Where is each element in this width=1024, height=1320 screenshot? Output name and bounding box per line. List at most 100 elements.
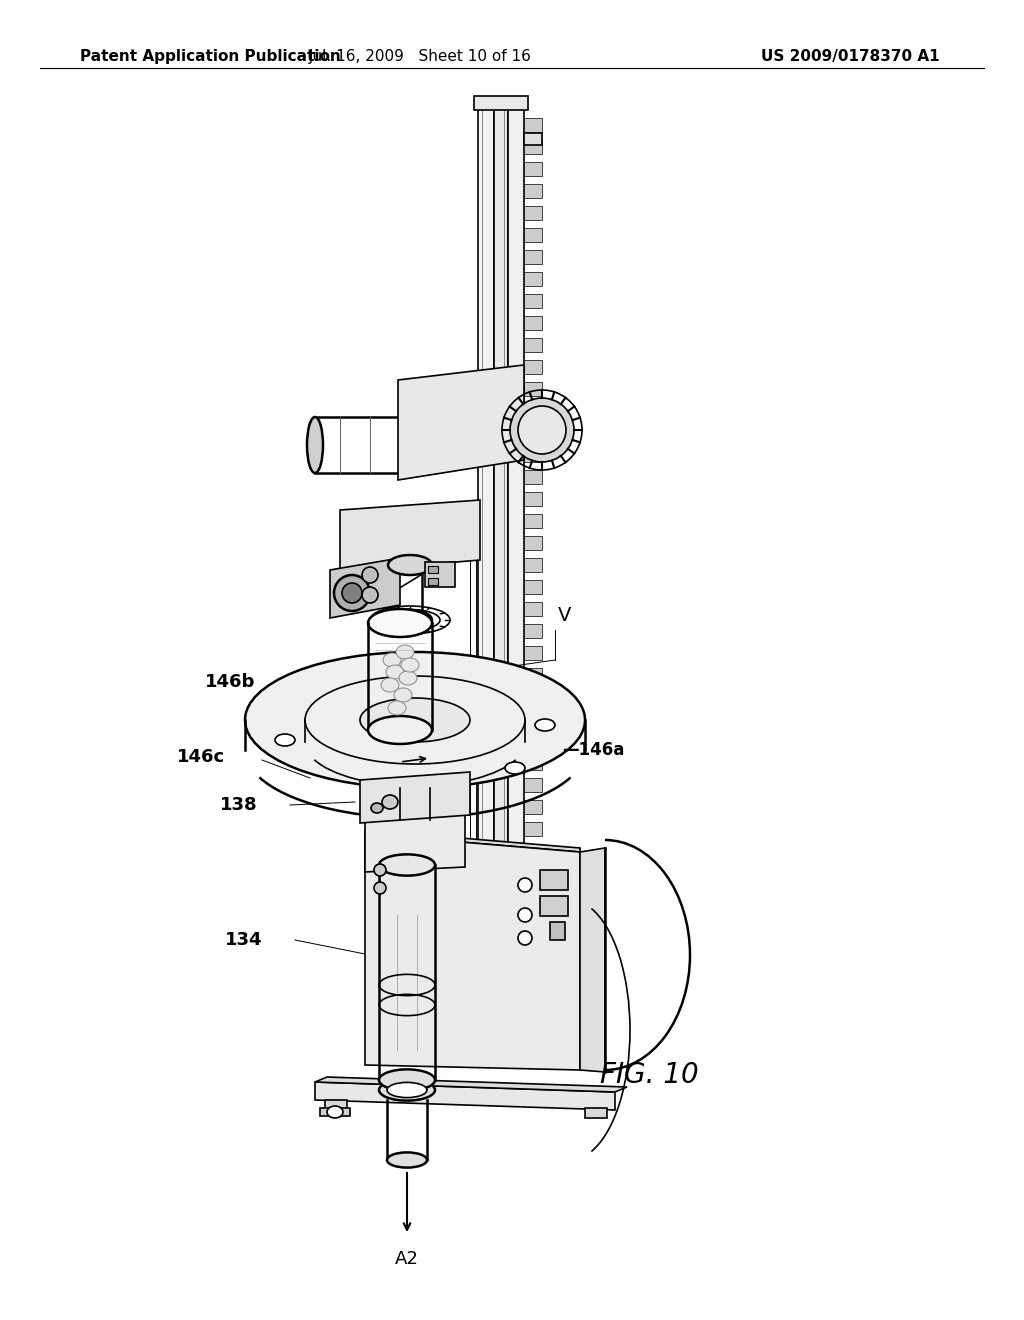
Ellipse shape [371,803,383,813]
Ellipse shape [374,865,386,876]
Ellipse shape [275,734,295,746]
Ellipse shape [382,795,398,809]
Ellipse shape [387,1152,427,1168]
Bar [524,777,542,792]
Text: 134: 134 [224,931,262,949]
Ellipse shape [394,688,412,702]
Bar [524,338,542,352]
Bar [524,228,542,242]
Bar [494,108,508,1010]
Bar [524,690,542,704]
Bar [524,800,542,814]
Ellipse shape [399,671,417,685]
Bar [524,249,542,264]
Polygon shape [330,558,400,618]
Ellipse shape [387,1082,427,1098]
Text: Jul. 16, 2009   Sheet 10 of 16: Jul. 16, 2009 Sheet 10 of 16 [308,49,531,63]
Bar [524,360,542,374]
Bar [524,447,542,462]
Polygon shape [365,830,580,851]
Ellipse shape [505,762,525,774]
Polygon shape [365,834,580,1071]
Bar [508,108,524,1010]
Polygon shape [315,1082,615,1110]
Polygon shape [365,807,465,873]
Ellipse shape [342,583,362,603]
Ellipse shape [388,610,432,630]
Bar [524,536,542,550]
Bar [524,843,542,858]
Polygon shape [340,500,480,572]
Bar [474,96,528,110]
Text: Patent Application Publication: Patent Application Publication [80,49,341,63]
Bar [524,909,542,924]
Text: 146c: 146c [177,748,225,766]
Bar [524,470,542,484]
Bar [524,602,542,616]
Text: —146a: —146a [562,741,625,759]
Polygon shape [413,381,478,458]
Bar [524,117,542,132]
Ellipse shape [368,715,432,744]
Bar [325,1100,347,1110]
Ellipse shape [374,882,386,894]
Bar [524,624,542,638]
Ellipse shape [245,652,585,788]
Bar [524,381,542,396]
Ellipse shape [379,1080,435,1101]
Ellipse shape [535,719,555,731]
Bar [428,566,438,573]
Bar [524,756,542,770]
Bar [524,272,542,286]
Bar [524,133,542,145]
Polygon shape [360,772,470,822]
Ellipse shape [396,645,414,659]
Text: A2: A2 [395,1250,419,1269]
Bar [524,140,542,154]
Ellipse shape [327,1106,343,1118]
Ellipse shape [379,1069,435,1090]
Ellipse shape [307,417,323,473]
Bar [524,822,542,836]
Bar [524,888,542,902]
Bar [425,562,455,587]
Bar [540,870,568,890]
Ellipse shape [381,678,399,692]
Ellipse shape [518,908,532,921]
Bar [524,711,542,726]
Bar [524,932,542,946]
Bar [319,1107,350,1115]
Bar [524,206,542,220]
Ellipse shape [368,609,432,638]
Text: 146b: 146b [205,673,255,690]
Bar [540,896,568,916]
Bar [524,579,542,594]
Text: FIG. 10: FIG. 10 [600,1061,698,1089]
Polygon shape [315,1077,627,1092]
Bar [585,1107,607,1118]
Ellipse shape [510,399,574,462]
Bar [524,404,542,418]
Ellipse shape [362,568,378,583]
Bar [524,558,542,572]
Text: 138: 138 [220,796,258,814]
Bar [524,315,542,330]
Bar [524,668,542,682]
Ellipse shape [518,407,566,454]
Ellipse shape [388,554,432,576]
Ellipse shape [401,657,419,672]
Bar [478,108,494,1010]
Ellipse shape [518,931,532,945]
Bar [428,578,438,585]
Bar [524,162,542,176]
Text: US 2009/0178370 A1: US 2009/0178370 A1 [762,49,940,63]
Polygon shape [398,366,524,480]
Ellipse shape [360,698,470,742]
Ellipse shape [386,665,404,678]
Polygon shape [580,847,605,1072]
Bar [524,426,542,440]
Bar [524,645,542,660]
Bar [524,866,542,880]
Ellipse shape [362,587,378,603]
Bar [524,183,542,198]
